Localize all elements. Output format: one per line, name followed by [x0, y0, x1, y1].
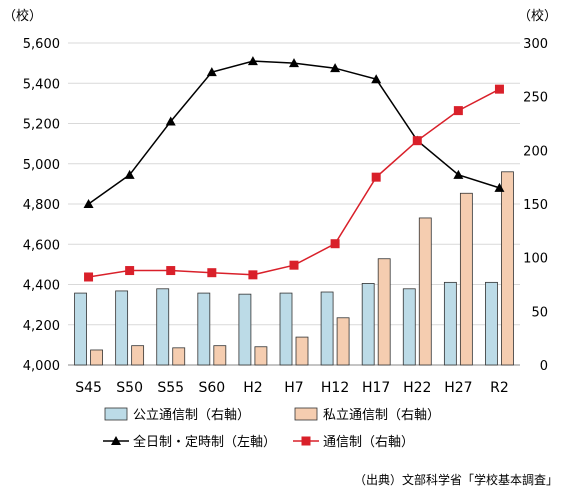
left-axis-tick-label: 4,600	[23, 238, 60, 253]
gridlines	[68, 42, 520, 366]
point-correspondence	[289, 260, 299, 270]
category-label: H2	[243, 380, 262, 396]
right-axis-ticks: 0 50 100 150 200 250 300	[523, 37, 548, 374]
point-fulltime	[124, 169, 135, 179]
bar-public	[238, 293, 252, 366]
right-axis-tick-label: 0	[540, 359, 548, 374]
point-correspondence	[84, 272, 94, 282]
bar-private	[501, 171, 514, 366]
bar-private	[459, 192, 473, 366]
left-axis-tick-label: 5,000	[23, 158, 60, 173]
bar-private	[172, 347, 186, 366]
category-label: S55	[157, 380, 184, 396]
right-axis-tick-label: 50	[531, 305, 548, 320]
category-label: H12	[321, 380, 349, 396]
left-axis-ticks: 4,000 4,200 4,400 4,600 4,800 5,000 5,200 5,400…	[23, 37, 60, 374]
bar-public	[115, 290, 129, 366]
bar-public	[402, 288, 416, 366]
legend-marker	[301, 436, 311, 446]
left-axis-tick-label: 4,400	[23, 279, 60, 294]
bar-public	[197, 292, 211, 366]
category-label: H22	[403, 380, 431, 396]
bar-public	[361, 283, 375, 366]
point-correspondence	[125, 266, 135, 276]
category-label: S45	[75, 380, 102, 396]
bar-private	[295, 336, 309, 366]
category-label: S50	[116, 380, 143, 396]
point-correspondence	[453, 106, 463, 116]
legend-marker	[111, 436, 121, 445]
bar-series	[74, 171, 514, 366]
point-correspondence	[207, 268, 217, 278]
point-fulltime	[453, 169, 464, 179]
bar-private	[336, 317, 350, 366]
line-fulltime	[88, 60, 500, 205]
left-axis-tick-label: 5,200	[23, 118, 60, 133]
point-fulltime	[247, 56, 258, 66]
category-label: R2	[490, 380, 509, 396]
bar-private	[254, 346, 268, 366]
legend: 公立通信制（右軸） 私立通信制（右軸） 全日制・定時制（左軸） 通信制（右軸）	[103, 407, 440, 450]
point-correspondence	[412, 136, 422, 146]
bar-public	[320, 291, 334, 366]
bar-public	[485, 281, 498, 366]
legend-label: 通信制（右軸）	[323, 435, 414, 450]
left-axis-tick-label: 5,600	[23, 37, 60, 52]
legend-swatch	[104, 407, 128, 421]
left-axis-unit: （校）	[3, 8, 42, 24]
bar-private	[213, 345, 227, 366]
right-axis-tick-label: 300	[523, 37, 548, 52]
point-correspondence	[248, 270, 258, 280]
point-correspondence	[166, 266, 176, 276]
point-fulltime	[289, 58, 299, 68]
bar-public	[156, 288, 170, 366]
source-note: （出典）文部科学省「学校基本調査」	[354, 472, 558, 487]
category-label: H17	[362, 380, 390, 396]
right-axis-tick-label: 100	[523, 252, 548, 267]
point-fulltime	[83, 199, 94, 208]
bar-public	[74, 292, 87, 366]
left-axis-tick-label: 4,000	[23, 359, 60, 374]
legend-label: 公立通信制（右軸）	[133, 408, 250, 423]
bar-private	[377, 258, 391, 366]
category-label: H27	[444, 380, 472, 396]
category-label: S60	[198, 380, 225, 396]
right-axis-tick-label: 150	[523, 198, 548, 213]
point-fulltime	[330, 63, 341, 73]
legend-swatch	[294, 407, 318, 421]
point-fulltime	[206, 67, 217, 77]
point-correspondence	[371, 172, 381, 182]
bar-public	[279, 292, 293, 366]
left-axis-tick-label: 4,200	[23, 319, 60, 334]
bar-public	[443, 281, 457, 366]
line-correspondence	[88, 88, 500, 278]
line-series	[83, 56, 505, 282]
bar-private	[90, 349, 103, 366]
category-label: H7	[284, 380, 303, 396]
point-correspondence	[494, 84, 504, 94]
point-fulltime	[494, 182, 505, 192]
point-fulltime	[371, 74, 382, 84]
right-axis-unit: （校）	[518, 8, 557, 24]
right-axis-tick-label: 200	[523, 144, 548, 159]
left-axis-tick-label: 5,400	[23, 77, 60, 92]
bar-private	[418, 217, 432, 366]
bar-private	[131, 345, 145, 366]
legend-label: 全日制・定時制（左軸）	[133, 434, 276, 450]
left-axis-tick-label: 4,800	[23, 198, 60, 213]
category-labels: S45 S50 S55 S60 H2 H7 H12 H17 H22 H27 R2	[75, 380, 509, 396]
legend-label: 私立通信制（右軸）	[323, 408, 440, 423]
point-fulltime	[165, 116, 176, 126]
point-correspondence	[330, 239, 340, 249]
right-axis-tick-label: 250	[523, 91, 548, 106]
